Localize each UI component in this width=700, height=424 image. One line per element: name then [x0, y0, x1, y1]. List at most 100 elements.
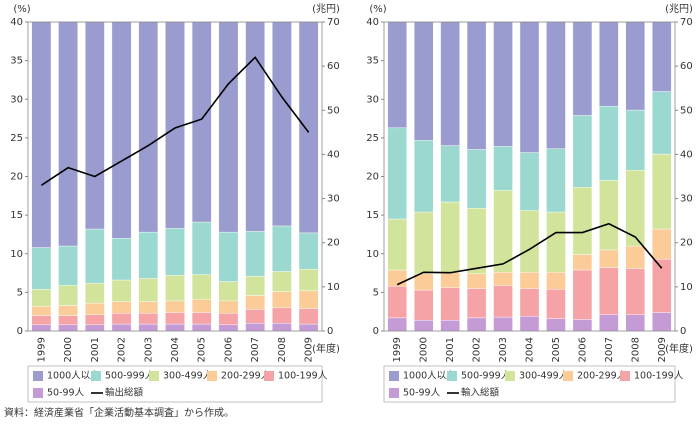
x-axis-label: (年度): [312, 342, 340, 355]
bar-segment: [466, 288, 487, 319]
x-tick-label: 2008: [277, 337, 288, 362]
y2-tick-label: 10: [327, 282, 340, 293]
x-tick-label: 2003: [498, 337, 509, 362]
bar-segment: [138, 313, 159, 325]
bar-segment: [218, 300, 239, 314]
y2-tick-label: 70: [327, 17, 340, 28]
bar-segment: [111, 22, 132, 239]
legend-label: 500-999人: [105, 371, 155, 382]
bar-segment: [245, 309, 266, 324]
chart: 1999 2000 2001 2002 2003 2004 2005 2006 2007 2008…: [366, 3, 693, 403]
bar-segment: [493, 146, 513, 191]
y2-tick-label: 10: [680, 282, 693, 293]
bar-segment: [466, 22, 487, 150]
y-tick-label: 30: [366, 94, 379, 105]
legend-label: 200-299人: [221, 371, 271, 382]
y-tick-label: 10: [366, 249, 379, 260]
bar-segment: [191, 323, 212, 331]
legend-swatch: [149, 371, 159, 381]
bar-segment: [413, 139, 434, 213]
bar-segment: [272, 225, 292, 272]
bar-segment: [298, 232, 319, 270]
bar-segment: [165, 275, 185, 302]
bar-segment: [599, 22, 619, 107]
bar-segment: [31, 289, 52, 307]
bar-segment: [111, 238, 132, 281]
legend-label: 200-299人: [577, 371, 627, 382]
y-tick-label: 0: [373, 326, 379, 337]
bar-segment: [466, 273, 487, 289]
bar-segment: [298, 308, 319, 325]
y-tick-label: 20: [366, 172, 379, 183]
bar-segment: [387, 317, 407, 331]
bar-segment: [165, 323, 185, 331]
y-tick-label: 35: [366, 56, 379, 67]
y-tick-label: 5: [373, 287, 379, 298]
y-tick-label: 15: [366, 210, 379, 221]
bar-segment: [84, 302, 105, 315]
x-tick-label: 2009: [304, 337, 315, 362]
x-tick-label: 2005: [197, 337, 208, 362]
bar-segment: [652, 91, 672, 155]
x-tick-label: 2006: [223, 337, 234, 362]
bar-segment: [546, 272, 566, 290]
y2-tick-label: 50: [680, 105, 693, 116]
bar-segment: [191, 22, 212, 223]
y2-tick-label: 60: [680, 61, 693, 72]
bar-segment: [652, 312, 672, 331]
legend-label: 輸出総額: [105, 387, 144, 399]
bar-segment: [111, 301, 132, 314]
bar-segment: [165, 228, 185, 276]
x-tick-label: 2001: [445, 337, 456, 362]
bar-segment: [493, 285, 513, 318]
bar-segment: [387, 127, 407, 220]
legend-label: 300-499人: [519, 371, 569, 382]
legend-label: 1000人以上: [403, 371, 456, 382]
bar-segment: [31, 306, 52, 316]
legend-swatch: [389, 371, 399, 381]
legend: 1000人以上 500-999人 300-499人 200-299人 100-199人 5…: [27, 365, 328, 403]
bar-segment: [652, 153, 672, 230]
bar-segment: [546, 148, 566, 213]
bar-segment: [546, 289, 566, 319]
bar-segment: [272, 22, 292, 227]
bar-segment: [111, 313, 132, 325]
y-tick-label: 30: [10, 94, 23, 105]
legend-frame: [27, 365, 323, 403]
bar-segment: [58, 315, 78, 326]
bar-segment: [272, 323, 292, 331]
bar-segment: [652, 228, 672, 260]
bar-segment: [519, 316, 540, 331]
bar-segment: [599, 267, 619, 315]
bar-segment: [245, 22, 266, 232]
bar-segment: [440, 22, 460, 146]
bars: [31, 22, 319, 331]
legend-label: 100-199人: [634, 371, 684, 382]
legend-label: 500-999人: [461, 371, 511, 382]
bar-segment: [625, 109, 646, 171]
bar-segment: [387, 285, 407, 319]
x-tick-label: 2007: [604, 337, 615, 362]
y2-tick-label: 0: [327, 326, 333, 337]
y-tick-label: 40: [366, 17, 379, 28]
bar-segment: [165, 22, 185, 229]
y2-tick-label: 0: [680, 326, 686, 337]
y2-tick-label: 70: [680, 17, 693, 28]
line-series: [40, 56, 310, 186]
bar-segment: [572, 319, 593, 331]
y-tick-label: 5: [17, 287, 23, 298]
bar-segment: [572, 22, 593, 116]
bar-segment: [245, 275, 266, 296]
x-tick-label: 2004: [525, 337, 536, 362]
bar-segment: [413, 319, 434, 331]
bar-segment: [191, 312, 212, 325]
y-tick-label: 25: [10, 133, 23, 144]
y2-tick-label: 40: [680, 149, 693, 160]
bar-segment: [31, 247, 52, 290]
bar-segment: [138, 278, 159, 302]
x-axis-label: (年度): [665, 342, 693, 355]
legend-frame: [383, 365, 676, 403]
legend-label: 100-199人: [278, 371, 328, 382]
bar-segment: [218, 231, 239, 282]
